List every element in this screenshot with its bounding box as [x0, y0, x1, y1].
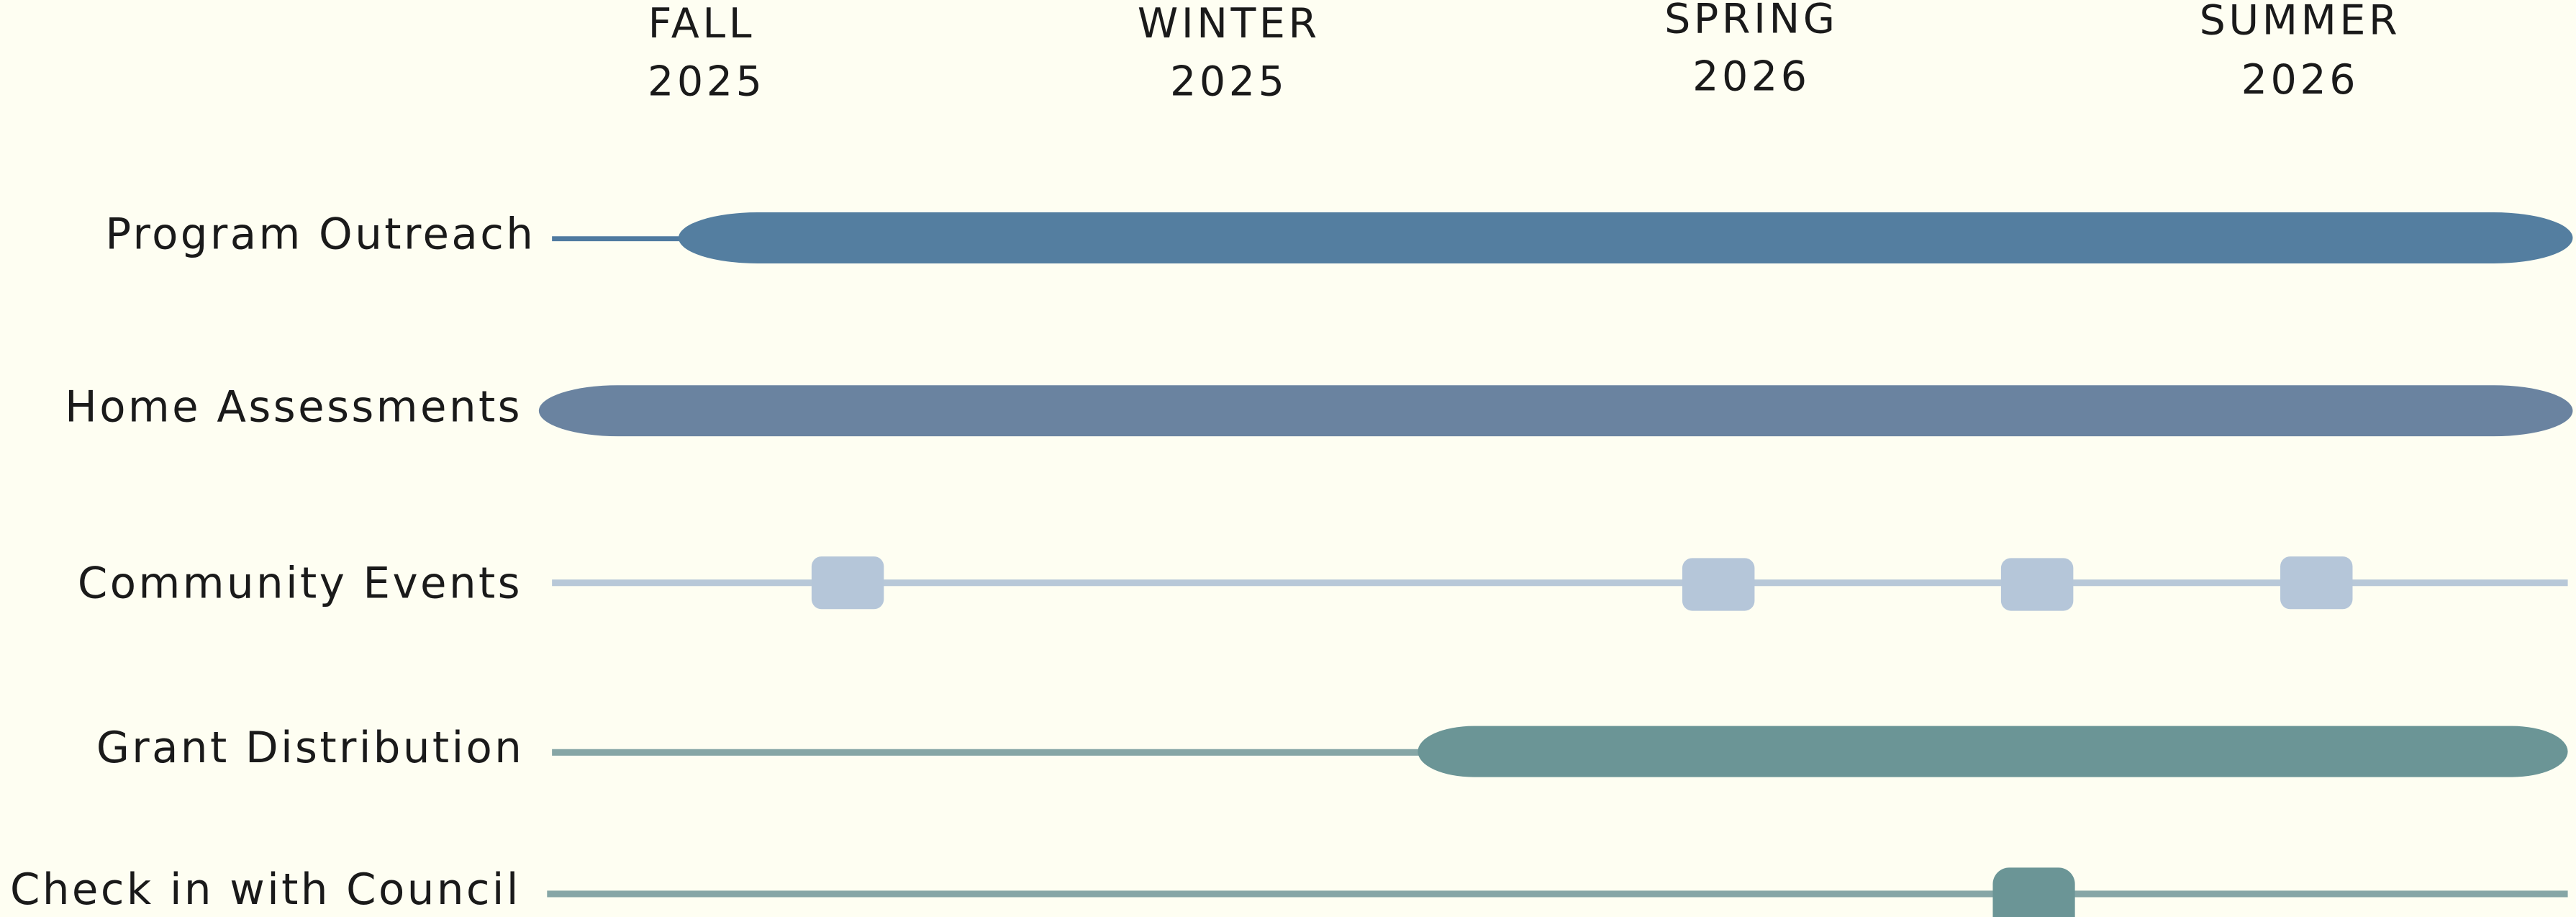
season: WINTER [1138, 0, 1320, 48]
season: SPRING [1664, 0, 1838, 42]
season: FALL [648, 0, 756, 48]
row-label: Home Assessments [65, 383, 522, 433]
row-label: Grant Distribution [96, 723, 524, 773]
year: 2026 [1692, 53, 1810, 100]
year: 2025 [1170, 58, 1288, 105]
checkpoint [1992, 867, 2075, 917]
bar [678, 212, 2573, 263]
row-label: Program Outreach [105, 209, 535, 259]
row-label: Check in with Council [10, 865, 521, 915]
bar [538, 385, 2573, 437]
row-label: Community Events [78, 559, 522, 608]
year: 2026 [2241, 56, 2359, 104]
season: SUMMER [2200, 0, 2401, 45]
event [2000, 558, 2074, 611]
event [1682, 558, 1755, 611]
event [2280, 556, 2353, 610]
year: 2025 [648, 58, 766, 105]
bar [1418, 726, 2568, 777]
event [811, 556, 884, 610]
